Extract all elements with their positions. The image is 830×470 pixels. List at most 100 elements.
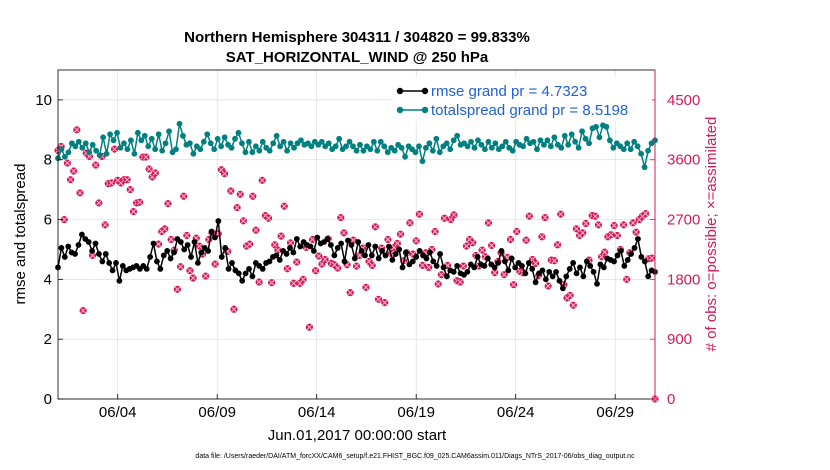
- totalspread-point: [416, 143, 422, 150]
- rmse-point: [368, 252, 375, 259]
- obs-assimilated-mark: [281, 203, 287, 210]
- x-tick-label: 06/09: [198, 404, 236, 421]
- rmse-point: [484, 255, 491, 262]
- obs-assimilated-mark: [306, 324, 313, 330]
- obs-assimilated-mark: [347, 289, 353, 296]
- obs-assimilated-mark: [579, 230, 586, 236]
- obs-assimilated-mark: [80, 307, 86, 314]
- x-tick-label: 06/24: [497, 404, 535, 421]
- legend-marker: [421, 106, 429, 114]
- rmse-point: [99, 258, 106, 265]
- obs-assimilated-mark: [234, 204, 240, 211]
- rmse-point: [191, 239, 198, 245]
- rmse-point: [287, 245, 293, 251]
- x-tick-label: 06/04: [99, 404, 137, 421]
- totalspread-point: [214, 135, 221, 142]
- rmse-point: [266, 258, 273, 265]
- totalspread-point: [221, 134, 228, 141]
- obs-assimilated-mark: [272, 242, 278, 248]
- totalspread-point: [291, 144, 297, 151]
- obs-assimilated-mark: [152, 170, 159, 176]
- rmse-point: [519, 263, 525, 269]
- totalspread-point: [620, 146, 627, 153]
- totalspread-point: [537, 137, 544, 144]
- obs-assimilated-mark: [89, 252, 96, 259]
- totalspread-point: [239, 140, 245, 147]
- obs-assimilated-mark: [290, 280, 297, 287]
- totalspread-point: [502, 138, 509, 145]
- obs-assimilated-mark: [416, 211, 423, 217]
- obs-assimilated-mark: [375, 296, 382, 303]
- totalspread-point: [287, 140, 294, 147]
- totalspread-point: [162, 140, 169, 147]
- totalspread-point: [565, 141, 572, 148]
- obs-assimilated-mark: [74, 127, 80, 133]
- totalspread-point: [482, 146, 488, 153]
- obs-assimilated-mark: [253, 227, 259, 233]
- y2-tick-label: 0: [667, 391, 675, 408]
- y-tick-label: 6: [44, 212, 52, 229]
- obs-assimilated-mark: [174, 286, 181, 293]
- y-tick-label: 4: [44, 271, 52, 288]
- x-tick-label: 06/14: [298, 404, 336, 421]
- obs-assimilated-mark: [595, 222, 602, 228]
- rmse-point: [440, 264, 447, 271]
- obs-assimilated-mark: [136, 199, 143, 206]
- totalspread-point: [228, 144, 235, 151]
- totalspread-point: [58, 146, 65, 153]
- rmse-point: [539, 267, 546, 274]
- obs-assimilated-mark: [127, 186, 134, 193]
- obs-assimilated-mark: [177, 263, 184, 270]
- obs-assimilated-mark: [237, 191, 243, 198]
- obs-assimilated-mark: [539, 234, 545, 240]
- totalspread-point: [593, 123, 599, 130]
- rmse-point: [362, 252, 368, 259]
- totalspread-point: [475, 137, 481, 144]
- obs-assimilated-mark: [287, 240, 294, 246]
- obs-assimilated-mark: [542, 214, 548, 221]
- rmse-point: [433, 263, 440, 269]
- obs-assimilated-mark: [246, 241, 253, 247]
- totalspread-point: [200, 138, 207, 145]
- totalspread-point: [127, 137, 134, 144]
- rmse-point: [512, 264, 519, 271]
- obs-assimilated-mark: [180, 193, 187, 200]
- rmse-point: [198, 249, 205, 256]
- y2-tick-label: 4500: [667, 92, 700, 109]
- totalspread-point: [541, 141, 547, 148]
- totalspread-point: [353, 147, 360, 154]
- rmse-point: [276, 257, 283, 263]
- obs-assimilated-mark: [545, 283, 551, 289]
- totalspread-point: [259, 138, 266, 145]
- rmse-point: [498, 248, 505, 254]
- rmse-point: [481, 263, 488, 269]
- totalspread-point: [332, 143, 339, 150]
- totalspread-point: [645, 147, 651, 154]
- obs-assimilated-mark: [642, 210, 649, 217]
- totalspread-point: [96, 152, 103, 159]
- totalspread-point: [218, 143, 225, 150]
- rmse-point: [409, 258, 416, 265]
- obs-assimilated-mark: [284, 265, 291, 272]
- obs-assimilated-mark: [187, 267, 193, 274]
- rmse-point: [553, 268, 559, 275]
- obs-assimilated-mark: [382, 299, 388, 306]
- plot-area: [58, 70, 655, 399]
- obs-assimilated-mark: [196, 243, 203, 249]
- rmse-point: [167, 255, 174, 262]
- rmse-point: [587, 263, 594, 269]
- obs-assimilated-mark: [570, 302, 577, 309]
- rmse-point: [600, 264, 607, 271]
- rmse-point: [628, 251, 635, 257]
- x-axis-ticks: 06/04 06/09 06/14 06/19 06/24 06/29: [99, 394, 634, 421]
- obs-assimilated-mark: [190, 275, 196, 281]
- totalspread-point: [190, 150, 197, 157]
- totalspread-point: [429, 147, 436, 154]
- obs-assimilated-mark: [394, 240, 401, 247]
- totalspread-point: [159, 147, 166, 154]
- rmse-point: [365, 242, 372, 248]
- rmse-point: [413, 254, 420, 260]
- obs-assimilated-mark: [146, 166, 152, 172]
- chart-title: Northern Hemisphere 304311 / 304820 = 99…: [184, 29, 530, 46]
- rmse-point: [150, 240, 157, 247]
